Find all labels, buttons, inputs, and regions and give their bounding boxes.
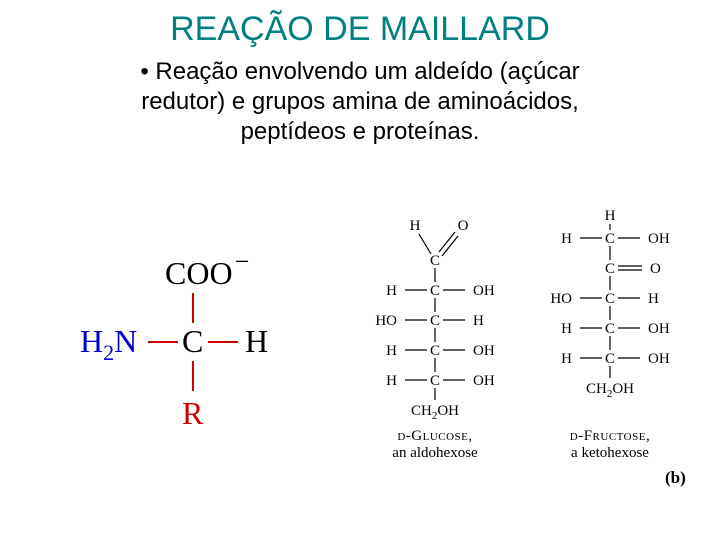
- amine-sub: 2: [103, 340, 114, 365]
- svg-text:C: C: [430, 343, 440, 359]
- amine-h: H: [80, 323, 103, 359]
- svg-text:H: H: [386, 343, 397, 359]
- bullet-line-3: peptídeos e proteínas.: [50, 117, 670, 147]
- svg-text:H: H: [473, 313, 484, 329]
- bullet-line-1: Reação envolvendo um aldeído (açúcar: [50, 57, 670, 87]
- panel-label: (b): [665, 468, 686, 488]
- glucose-structure: HOCCHOHCHOHCHOHCHOHCH2OH: [360, 210, 510, 425]
- glucose-desc: an aldohexose: [392, 445, 477, 461]
- svg-text:HO: HO: [550, 291, 572, 307]
- alpha-carbon: C: [182, 323, 203, 360]
- svg-text:OH: OH: [648, 231, 670, 247]
- svg-text:C: C: [605, 321, 615, 337]
- svg-text:C: C: [430, 313, 440, 329]
- fructose-desc: a ketohexose: [571, 445, 649, 461]
- svg-text:H: H: [561, 231, 572, 247]
- amine-n: N: [114, 323, 137, 359]
- fructose-caption: d-Fructose, a ketohexose: [535, 428, 685, 463]
- svg-text:H: H: [561, 321, 572, 337]
- svg-text:H: H: [605, 210, 616, 224]
- alpha-hydrogen: H: [245, 323, 268, 360]
- svg-text:C: C: [430, 253, 440, 269]
- fructose-structure: CHOHHCOCHOHCHOHCHOHCH2OH: [535, 210, 685, 425]
- svg-text:O: O: [458, 218, 469, 234]
- svg-text:H: H: [386, 283, 397, 299]
- bullet-paragraph: Reação envolvendo um aldeído (açúcar red…: [0, 49, 720, 147]
- sugars-panel: HOCCHOHCHOHCHOHCHOHCH2OH d-Glucose, an a…: [360, 210, 700, 510]
- svg-text:HO: HO: [375, 313, 397, 329]
- svg-text:O: O: [650, 261, 661, 277]
- fructose-svg: CHOHHCOCHOHCHOHCHOHCH2OH: [535, 210, 685, 425]
- r-group: R: [182, 395, 203, 432]
- svg-text:H: H: [410, 218, 421, 234]
- svg-text:C: C: [430, 373, 440, 389]
- page-title: REAÇÃO DE MAILLARD: [0, 0, 720, 49]
- bond-up: [192, 293, 194, 323]
- amine-group: H2N: [80, 323, 137, 360]
- glucose-name: d-Glucose,: [397, 428, 472, 444]
- svg-text:H: H: [386, 373, 397, 389]
- svg-text:C: C: [430, 283, 440, 299]
- minus-charge: −: [235, 247, 250, 276]
- svg-text:C: C: [605, 231, 615, 247]
- coo-label: COO: [165, 255, 233, 291]
- carboxyl-group: COO−: [165, 255, 247, 292]
- svg-text:OH: OH: [473, 373, 495, 389]
- glucose-caption: d-Glucose, an aldohexose: [360, 428, 510, 463]
- svg-text:C: C: [605, 291, 615, 307]
- svg-text:OH: OH: [648, 351, 670, 367]
- bond-left: [148, 341, 178, 343]
- bullet-line-2: redutor) e grupos amina de aminoácidos,: [50, 87, 670, 117]
- svg-text:C: C: [605, 351, 615, 367]
- bond-down: [192, 361, 194, 391]
- svg-text:OH: OH: [648, 321, 670, 337]
- svg-text:OH: OH: [473, 343, 495, 359]
- svg-text:H: H: [648, 291, 659, 307]
- svg-text:C: C: [605, 261, 615, 277]
- svg-text:OH: OH: [473, 283, 495, 299]
- fructose-name: d-Fructose,: [570, 428, 650, 444]
- svg-text:CH2OH: CH2OH: [411, 403, 459, 422]
- glucose-svg: HOCCHOHCHOHCHOHCHOHCH2OH: [360, 210, 510, 425]
- bond-right: [208, 341, 238, 343]
- svg-text:CH2OH: CH2OH: [586, 381, 634, 400]
- svg-text:H: H: [561, 351, 572, 367]
